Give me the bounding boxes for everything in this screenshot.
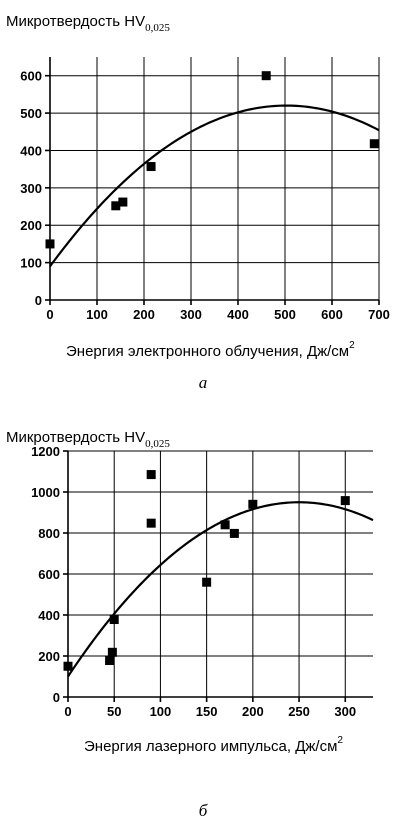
data-point xyxy=(369,139,379,149)
x-tick-label: 100 xyxy=(86,307,108,322)
y-axis-title: Микротвердость HV0,025 xyxy=(6,13,170,34)
y-tick-label: 800 xyxy=(38,526,60,541)
data-point xyxy=(229,528,239,538)
data-point xyxy=(248,499,258,509)
x-axis-title-superscript: 2 xyxy=(337,735,343,746)
x-tick-label: 300 xyxy=(334,704,356,719)
y-tick-label: 400 xyxy=(20,143,42,158)
fit-curve xyxy=(49,104,380,268)
y-axis-title: Микротвердость HV0,025 xyxy=(6,429,170,450)
y-tick-label: 100 xyxy=(20,256,42,271)
y-tick-label: 0 xyxy=(35,293,42,308)
data-point xyxy=(109,615,119,625)
gridlines xyxy=(68,450,373,697)
data-point xyxy=(202,577,212,587)
y-tick-label: 600 xyxy=(20,69,42,84)
gridlines xyxy=(50,57,380,300)
x-tick-label: 300 xyxy=(180,307,202,322)
fit-curve xyxy=(67,501,374,678)
x-tick-label: 50 xyxy=(107,704,121,719)
y-tick-label: 600 xyxy=(38,567,60,582)
data-point xyxy=(63,661,73,671)
data-point xyxy=(111,201,121,211)
x-tick-label: 150 xyxy=(196,704,218,719)
x-axis-title-text: Энергия лазерного импульса, Дж/см xyxy=(84,738,337,755)
data-point xyxy=(118,197,128,207)
data-point xyxy=(146,518,156,528)
x-axis-title-text: Энергия электронного облучения, Дж/см xyxy=(66,343,349,360)
y-axis-title-text: Микротвердость HV xyxy=(6,429,145,446)
y-tick-label: 200 xyxy=(38,649,60,664)
y-tick-label: 200 xyxy=(20,218,42,233)
x-tick-label: 0 xyxy=(46,307,53,322)
data-point xyxy=(107,647,117,657)
data-point xyxy=(220,520,230,530)
data-point xyxy=(105,656,115,666)
chart-electron-irradiation: 0 100 200 300 400 500 600 700 0 100 200 300 400 500 60… xyxy=(6,13,390,392)
y-tick-label: 0 xyxy=(53,690,60,705)
data-point xyxy=(146,470,156,480)
x-tick-label: 250 xyxy=(288,704,310,719)
data-point xyxy=(146,162,156,172)
panel-label: б xyxy=(199,801,208,820)
y-tick-label: 400 xyxy=(38,608,60,623)
x-tick-label: 0 xyxy=(64,704,71,719)
y-tick-label: 1000 xyxy=(31,485,60,500)
data-point xyxy=(340,496,350,506)
data-point xyxy=(261,71,271,81)
x-tick-label: 500 xyxy=(274,307,296,322)
x-tick-label: 200 xyxy=(242,704,264,719)
x-tick-label: 600 xyxy=(321,307,343,322)
y-tick-label: 500 xyxy=(20,106,42,121)
data-point xyxy=(45,239,55,249)
x-axis-title-superscript: 2 xyxy=(349,340,355,351)
x-axis-title: Энергия электронного облучения, Дж/см2 xyxy=(66,340,355,360)
x-tick-label: 700 xyxy=(368,307,390,322)
panel-label: а xyxy=(199,373,208,392)
x-axis-title: Энергия лазерного импульса, Дж/см2 xyxy=(84,735,343,755)
y-tick-label: 1200 xyxy=(31,444,60,459)
x-tick-label: 400 xyxy=(227,307,249,322)
y-axis-title-subscript: 0,025 xyxy=(145,438,170,450)
x-tick-label: 100 xyxy=(150,704,172,719)
x-tick-label: 200 xyxy=(133,307,155,322)
y-axis-title-subscript: 0,025 xyxy=(145,22,170,34)
chart-laser-pulse: 0 50 100 150 200 250 300 0 200 400 600 800 1000 1200М… xyxy=(6,429,374,820)
y-tick-label: 300 xyxy=(20,181,42,196)
y-axis-title-text: Микротвердость HV xyxy=(6,13,145,30)
